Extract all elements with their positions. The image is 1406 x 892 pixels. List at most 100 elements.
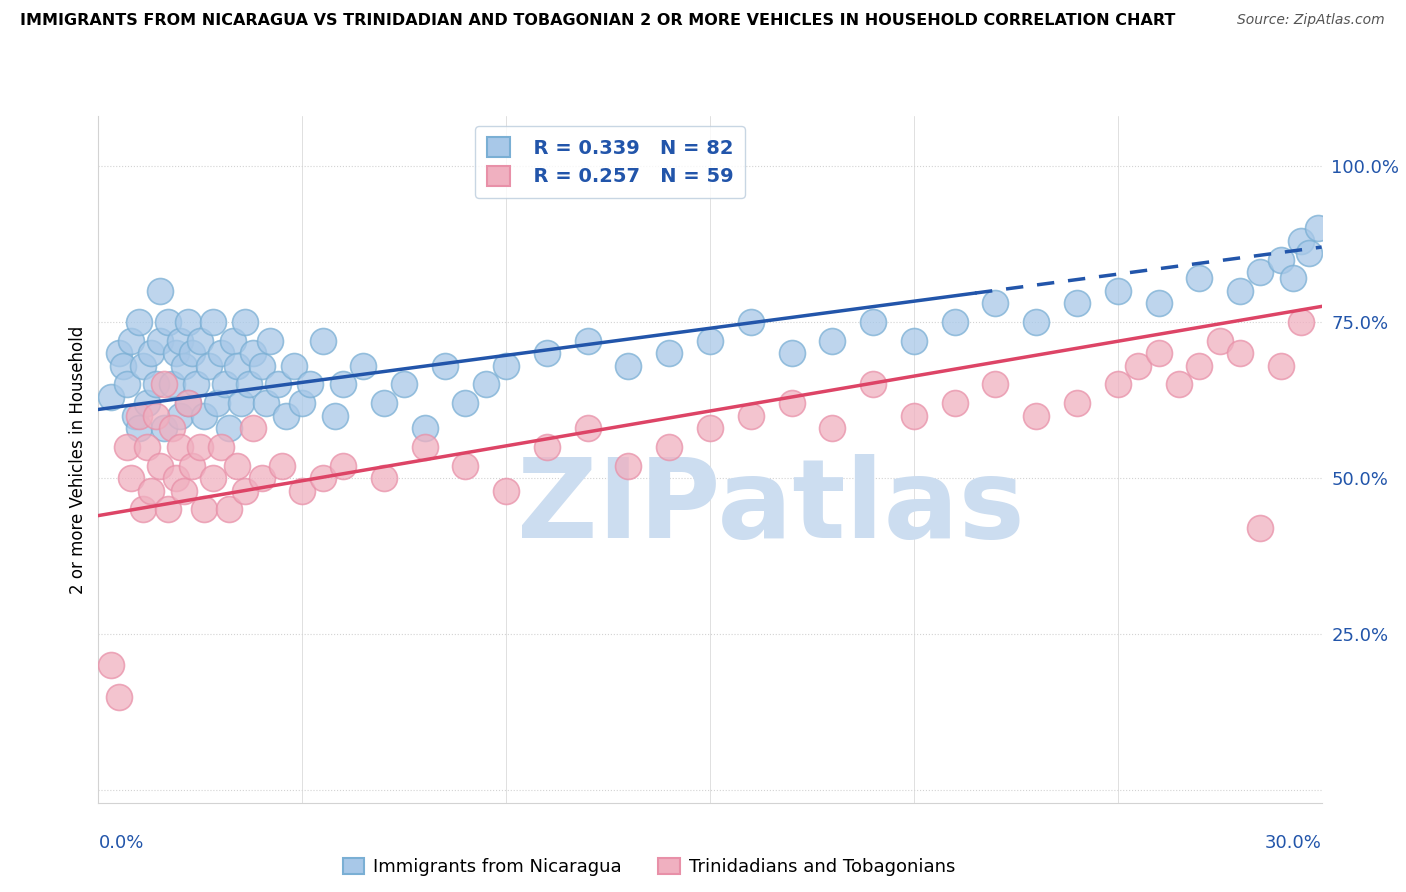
Y-axis label: 2 or more Vehicles in Household: 2 or more Vehicles in Household: [69, 326, 87, 593]
Point: [165, 471, 187, 485]
Point: [169, 409, 191, 423]
Point: [193, 409, 215, 423]
Text: Source: ZipAtlas.com: Source: ZipAtlas.com: [1237, 13, 1385, 28]
Point: [108, 690, 131, 704]
Point: [291, 483, 314, 498]
Point: [474, 377, 498, 392]
Point: [108, 346, 131, 360]
Point: [128, 409, 150, 423]
Point: [152, 377, 174, 392]
Point: [1188, 359, 1211, 373]
Point: [218, 502, 240, 516]
Point: [132, 359, 155, 373]
Point: [120, 471, 142, 485]
Point: [699, 334, 721, 348]
Text: 30.0%: 30.0%: [1265, 834, 1322, 852]
Point: [160, 421, 183, 435]
Point: [267, 377, 290, 392]
Point: [141, 483, 163, 498]
Point: [193, 502, 215, 516]
Point: [169, 334, 191, 348]
Point: [1291, 315, 1313, 329]
Point: [226, 458, 249, 473]
Point: [658, 440, 681, 454]
Text: ZIPatlas: ZIPatlas: [517, 454, 1025, 561]
Point: [149, 334, 172, 348]
Point: [617, 359, 640, 373]
Point: [136, 440, 159, 454]
Point: [454, 458, 477, 473]
Point: [536, 346, 558, 360]
Point: [100, 658, 122, 673]
Point: [274, 409, 297, 423]
Point: [242, 421, 264, 435]
Point: [862, 315, 884, 329]
Point: [149, 284, 172, 298]
Point: [780, 396, 803, 410]
Point: [201, 315, 224, 329]
Point: [312, 334, 335, 348]
Point: [1229, 284, 1251, 298]
Point: [128, 421, 150, 435]
Point: [177, 396, 200, 410]
Point: [495, 359, 517, 373]
Point: [413, 421, 436, 435]
Point: [536, 440, 558, 454]
Point: [181, 458, 204, 473]
Point: [699, 421, 721, 435]
Point: [188, 334, 212, 348]
Point: [100, 390, 122, 404]
Point: [658, 346, 681, 360]
Point: [1066, 296, 1088, 310]
Point: [222, 334, 245, 348]
Point: [111, 359, 134, 373]
Point: [352, 359, 374, 373]
Point: [943, 396, 966, 410]
Point: [299, 377, 322, 392]
Point: [115, 377, 138, 392]
Point: [821, 421, 844, 435]
Point: [1147, 346, 1170, 360]
Point: [209, 440, 232, 454]
Point: [1025, 315, 1047, 329]
Point: [231, 396, 253, 410]
Point: [780, 346, 803, 360]
Point: [186, 377, 208, 392]
Point: [254, 396, 277, 410]
Point: [165, 346, 187, 360]
Point: [149, 458, 172, 473]
Point: [1270, 359, 1292, 373]
Point: [1249, 265, 1271, 279]
Point: [1025, 409, 1047, 423]
Point: [226, 359, 249, 373]
Point: [124, 409, 146, 423]
Point: [1147, 296, 1170, 310]
Point: [1167, 377, 1189, 392]
Point: [312, 471, 335, 485]
Point: [173, 359, 195, 373]
Point: [145, 377, 167, 392]
Point: [177, 396, 200, 410]
Point: [373, 471, 395, 485]
Point: [1107, 377, 1129, 392]
Point: [160, 377, 183, 392]
Point: [283, 359, 305, 373]
Point: [136, 396, 159, 410]
Point: [984, 377, 1007, 392]
Point: [1128, 359, 1150, 373]
Point: [495, 483, 517, 498]
Point: [173, 483, 195, 498]
Point: [392, 377, 416, 392]
Point: [250, 471, 273, 485]
Text: 0.0%: 0.0%: [98, 834, 143, 852]
Point: [145, 409, 167, 423]
Point: [1298, 246, 1320, 260]
Point: [169, 440, 191, 454]
Point: [1066, 396, 1088, 410]
Point: [413, 440, 436, 454]
Point: [181, 346, 204, 360]
Point: [332, 377, 354, 392]
Point: [238, 377, 260, 392]
Point: [576, 334, 599, 348]
Point: [205, 396, 228, 410]
